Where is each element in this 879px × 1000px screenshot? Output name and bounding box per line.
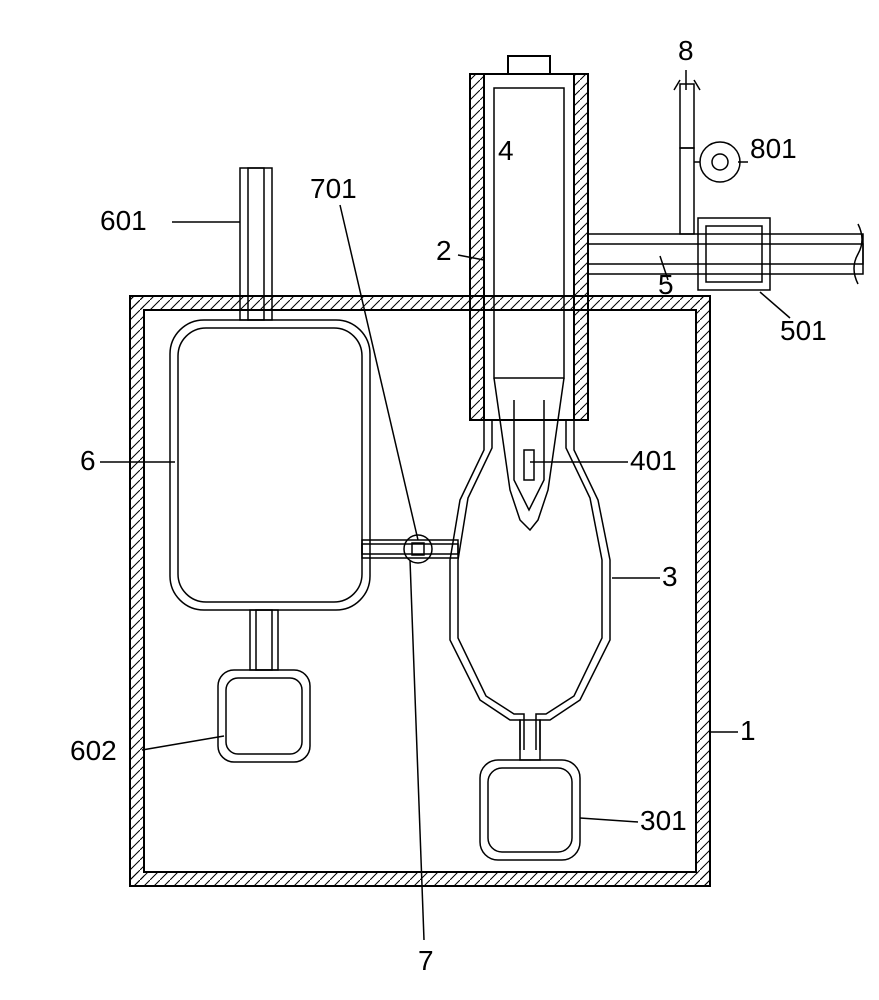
label-5: 5 <box>658 269 674 300</box>
label-801: 801 <box>750 133 797 164</box>
vessel-right <box>450 420 610 750</box>
diagram-svg: 601 701 4 2 8 801 5 501 6 401 3 1 602 301 7 <box>0 0 879 1000</box>
label-601: 601 <box>100 205 147 236</box>
labels: 601 701 4 2 8 801 5 501 6 401 3 1 602 301 7 <box>70 35 827 976</box>
label-8: 8 <box>678 35 694 66</box>
label-301: 301 <box>640 805 687 836</box>
housing <box>130 296 710 886</box>
label-701: 701 <box>310 173 357 204</box>
inlet-pipe <box>588 218 863 290</box>
label-401: 401 <box>630 445 677 476</box>
label-7: 7 <box>418 945 434 976</box>
label-1: 1 <box>740 715 756 746</box>
label-602: 602 <box>70 735 117 766</box>
label-4: 4 <box>498 135 514 166</box>
motor-right <box>480 720 580 860</box>
motor-left <box>218 610 310 762</box>
top-valve <box>674 80 740 234</box>
horizontal-pipe <box>362 535 458 563</box>
vertical-tube <box>470 56 588 420</box>
label-501: 501 <box>780 315 827 346</box>
tank-left <box>170 168 370 610</box>
label-6: 6 <box>80 445 96 476</box>
label-3: 3 <box>662 561 678 592</box>
leader-701 <box>340 205 418 540</box>
label-2: 2 <box>436 235 452 266</box>
leader-301 <box>580 818 638 822</box>
leader-602 <box>142 736 224 750</box>
